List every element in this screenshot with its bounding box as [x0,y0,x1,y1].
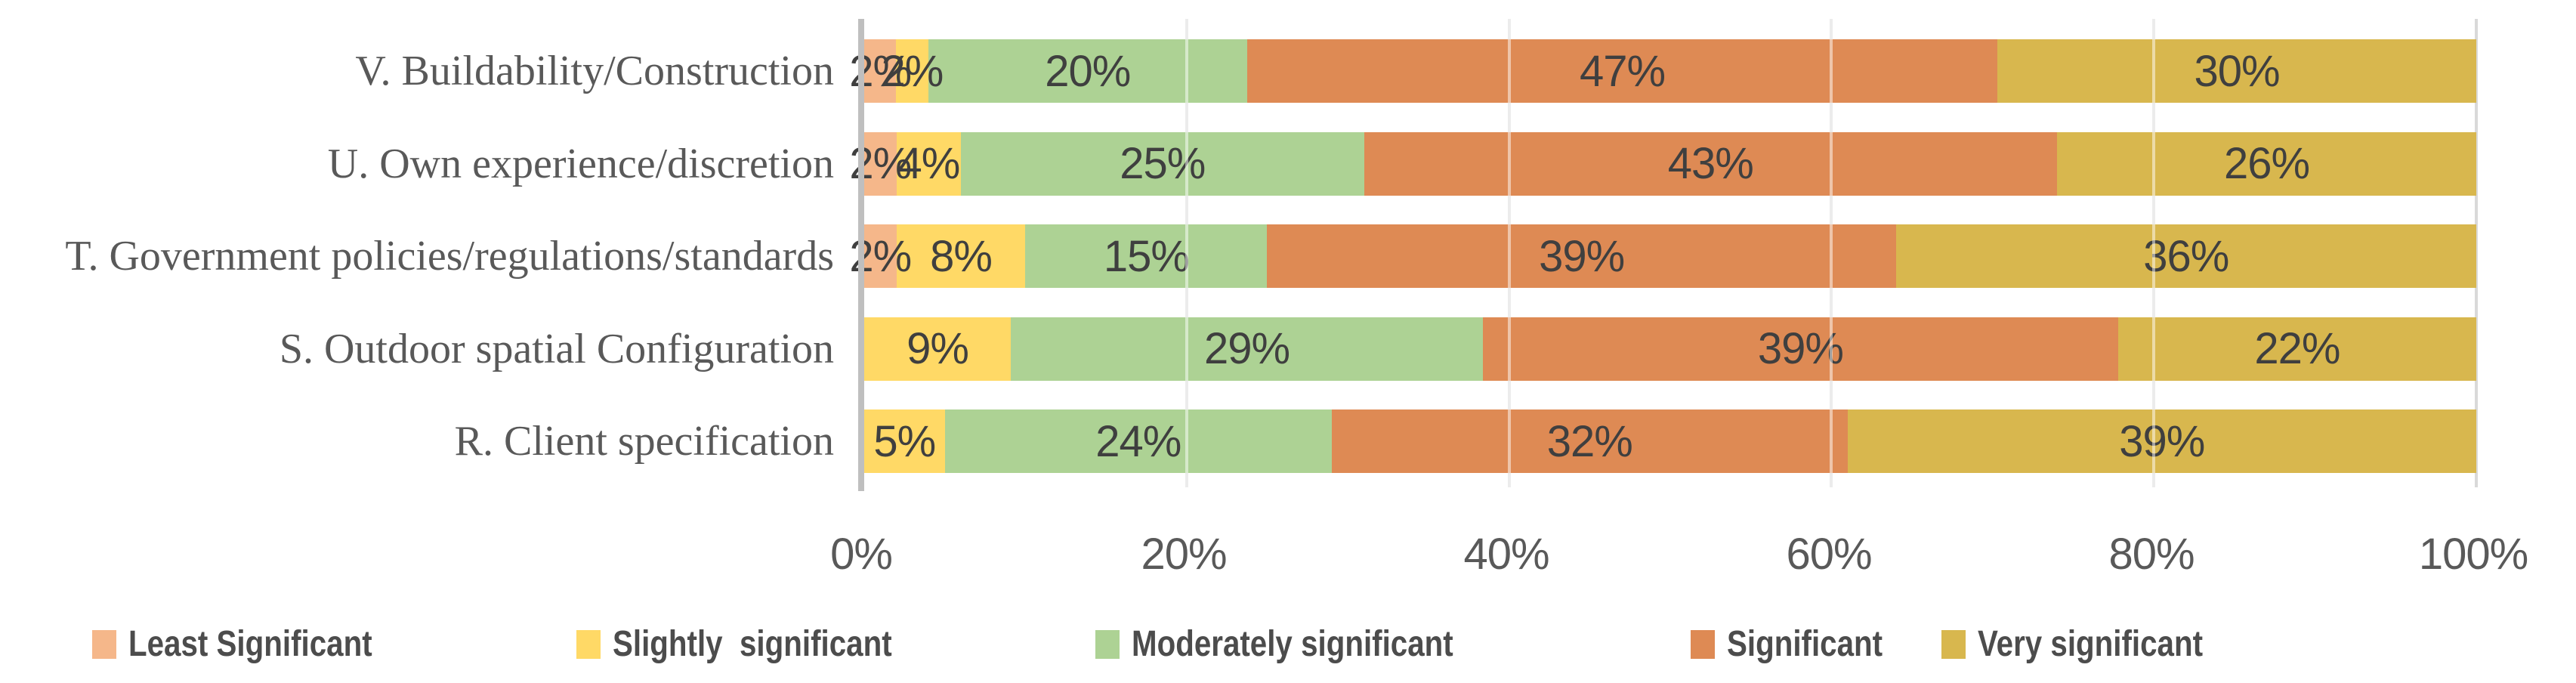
data-label: 9% [907,324,969,373]
data-label: 2% [881,46,944,96]
plot-area: 2% 2% 20% 47% 30% 2% 4% 25% 43% 26% 2% 8% 15% 39% 36% 9… [849,19,2478,487]
data-label: 47% [1580,46,1666,96]
legend-label: Moderately significant [1132,624,1453,664]
data-label: 5% [873,416,936,466]
category-axis-labels: V. Buildability/Construction U. Own exper… [0,19,861,487]
x-axis-tick-label: 60% [1786,530,1872,579]
bar-row: 2% 2% 20% 47% 30% [849,39,2476,103]
y-axis-line [858,19,864,491]
bar-segment: 30% [1997,39,2476,103]
bar-row: 9% 29% 39% 22% [864,317,2476,381]
legend-swatch [92,630,116,659]
bar-segment: 5% [864,409,945,473]
legend-item: Slightly significant [576,621,945,668]
data-label: 22% [2254,324,2340,373]
x-axis-tick-label: 0% [830,530,893,579]
bar-segment: 47% [1247,39,1998,103]
bar-segment: 29% [1011,317,1484,381]
bar-segment: 39% [1847,409,2476,473]
data-label: 32% [1546,416,1633,466]
legend-label: Least Significant [128,624,372,664]
bar-segment: 15% [1025,224,1268,288]
legend-label: Very significant [1978,624,2204,664]
bar-row: 2% 8% 15% 39% 36% [849,224,2476,288]
bar-row: 5% 24% 32% 39% [864,409,2476,473]
bar-segment: 25% [961,131,1364,196]
legend-swatch [1095,630,1120,659]
bar-segment: 9% [864,317,1011,381]
bar-segment: 39% [1267,224,1896,288]
bar-segment: 2% [881,39,944,103]
data-label: 4% [897,139,960,188]
data-label: 15% [1103,231,1190,281]
legend-swatch [576,630,601,659]
legend-item: Very significant [1941,621,2246,668]
gridline-overlay [2152,19,2156,487]
bar-segment: 2% [849,131,912,196]
category-label: U. Own experience/discretion [327,140,834,187]
data-label: 36% [2143,231,2229,281]
bar-segment: 43% [1364,131,2058,196]
legend-swatch [1941,630,1966,659]
gridline [2475,19,2478,487]
bar-segment: 26% [2057,131,2476,196]
bar-segment: 24% [944,409,1332,473]
gridline-overlay [1507,19,1511,487]
x-axis-tick-label: 40% [1463,530,1549,579]
category-label: S. Outdoor spatial Configuration [279,325,834,372]
bar-segment: 8% [896,224,1026,288]
gridline-overlay [1185,19,1188,487]
data-label: 24% [1095,416,1181,466]
legend-label: Significant [1727,624,1883,664]
category-label: T. Government policies/regulations/stand… [65,233,834,280]
legend-item: Moderately significant [1095,621,1515,668]
legend-label: Slightly significant [613,624,892,664]
data-label: 39% [2119,416,2205,466]
data-label: 39% [1757,324,1844,373]
bar-segment: 32% [1331,409,1848,473]
x-axis-tick-label: 80% [2108,530,2195,579]
category-label: V. Buildability/Construction [355,48,834,94]
legend-swatch [1691,630,1715,659]
bar-segment: 36% [1895,224,2476,288]
x-axis-tick-label: 20% [1141,530,1227,579]
legend-item: Significant [1691,621,1912,668]
data-label: 26% [2224,139,2310,188]
bar-segment: 20% [928,39,1248,103]
x-axis-tick-labels: 0% 20% 40% 60% 80% 100% [0,529,2576,589]
x-axis-tick-label: 100% [2418,530,2528,579]
category-label: R. Client specification [454,418,834,465]
legend-item: Least Significant [92,621,419,668]
data-label: 43% [1667,139,1754,188]
bar-segment: 4% [896,131,962,196]
data-label: 8% [930,231,993,281]
data-label: 29% [1204,324,1290,373]
data-label: 20% [1045,46,1131,96]
chart-legend: Least Significant Slightly significant Mod… [0,621,2576,668]
gridline-overlay [1830,19,1833,487]
data-label: 30% [2194,46,2280,96]
bar-segment: 2% [849,224,912,288]
bar-segment: 39% [1483,317,2118,381]
bar-segment: 22% [2117,317,2476,381]
data-label: 25% [1120,139,1206,188]
bar-row: 2% 4% 25% 43% 26% [849,131,2476,196]
data-label: 39% [1539,231,1625,281]
